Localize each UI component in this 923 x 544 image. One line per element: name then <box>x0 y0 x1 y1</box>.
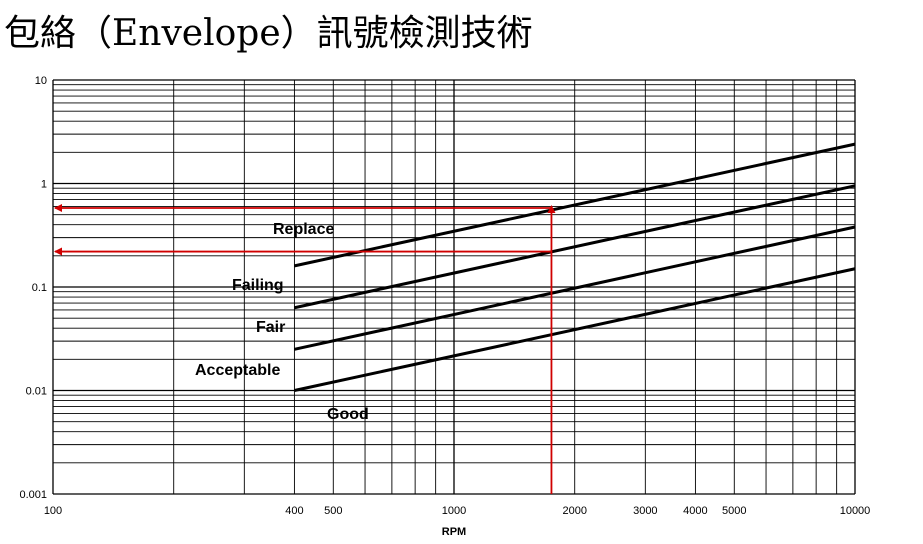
y-tick-label: 1 <box>41 179 47 191</box>
x-tick-label: 100 <box>44 505 62 517</box>
x-tick-label: 5000 <box>722 505 746 517</box>
series-line <box>294 267 856 392</box>
x-tick-label: 500 <box>324 505 342 517</box>
x-tick-label: 400 <box>285 505 303 517</box>
tick-labels: 0.001 0.01 0.1 1 10 100 400 500 1000 2000 3000 4000… <box>19 75 870 517</box>
zone-label: Replace <box>273 221 334 238</box>
zone-label: Fair <box>256 319 285 336</box>
x-tick-label: 1000 <box>442 505 466 517</box>
x-tick-label: 4000 <box>683 505 707 517</box>
y-tick-label: 10 <box>35 75 47 87</box>
page-title: 包絡（Envelope）訊號檢測技術 <box>4 13 533 54</box>
y-tick-label: 0.001 <box>19 489 47 501</box>
y-tick-label: 0.01 <box>26 386 47 398</box>
x-tick-label: 3000 <box>633 505 657 517</box>
x-tick-label: 10000 <box>840 505 871 517</box>
series-lines <box>294 142 856 392</box>
y-tick-label: 0.1 <box>32 282 47 294</box>
reference-markers <box>54 203 556 494</box>
zone-label: Good <box>327 406 369 423</box>
zone-labels: Replace Failing Fair Acceptable Good <box>195 221 369 423</box>
series-line <box>294 225 856 351</box>
zone-label: Acceptable <box>195 362 280 379</box>
zone-label: Failing <box>232 277 284 294</box>
x-tick-label: 2000 <box>562 505 586 517</box>
x-axis-label: RPM <box>442 526 466 538</box>
major-grid <box>52 79 856 495</box>
series-line <box>294 142 856 268</box>
series-line <box>294 184 856 310</box>
